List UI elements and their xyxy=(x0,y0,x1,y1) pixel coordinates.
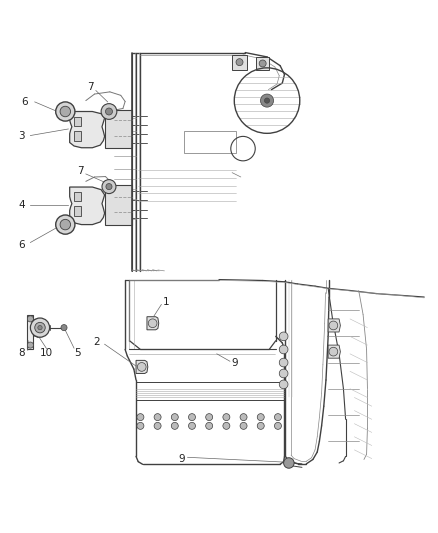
Text: 7: 7 xyxy=(87,82,93,92)
Circle shape xyxy=(30,318,49,337)
Circle shape xyxy=(284,458,294,468)
Circle shape xyxy=(279,358,288,367)
Polygon shape xyxy=(328,345,340,358)
Polygon shape xyxy=(105,185,132,224)
Circle shape xyxy=(257,414,264,421)
Polygon shape xyxy=(74,117,81,126)
Polygon shape xyxy=(147,317,159,330)
Polygon shape xyxy=(74,192,81,201)
Circle shape xyxy=(61,325,67,330)
Text: 8: 8 xyxy=(18,348,25,358)
Circle shape xyxy=(148,319,157,328)
Circle shape xyxy=(279,380,288,389)
Circle shape xyxy=(261,94,274,107)
Circle shape xyxy=(35,322,45,333)
Circle shape xyxy=(188,422,195,430)
Circle shape xyxy=(279,369,288,378)
Circle shape xyxy=(60,106,71,117)
Circle shape xyxy=(259,60,266,67)
Polygon shape xyxy=(328,319,340,332)
Circle shape xyxy=(154,414,161,421)
Circle shape xyxy=(102,180,116,193)
Polygon shape xyxy=(33,319,43,337)
Circle shape xyxy=(27,342,33,348)
Text: 9: 9 xyxy=(231,358,237,368)
Text: 9: 9 xyxy=(179,455,185,464)
Circle shape xyxy=(275,414,282,421)
Circle shape xyxy=(137,414,144,421)
Circle shape xyxy=(275,422,282,430)
Text: 2: 2 xyxy=(93,337,100,346)
Circle shape xyxy=(279,345,288,354)
Circle shape xyxy=(171,414,178,421)
Polygon shape xyxy=(256,57,269,70)
Circle shape xyxy=(138,362,146,372)
Text: 10: 10 xyxy=(40,348,53,358)
Circle shape xyxy=(265,98,270,103)
Circle shape xyxy=(56,215,75,234)
Circle shape xyxy=(171,422,178,430)
Circle shape xyxy=(56,102,75,121)
Text: 3: 3 xyxy=(18,131,25,141)
Circle shape xyxy=(257,422,264,430)
Polygon shape xyxy=(74,131,81,141)
Circle shape xyxy=(154,422,161,430)
Circle shape xyxy=(329,321,338,330)
Polygon shape xyxy=(27,314,33,350)
Text: 4: 4 xyxy=(18,200,25,211)
Circle shape xyxy=(106,183,112,190)
Polygon shape xyxy=(105,110,132,148)
Polygon shape xyxy=(74,206,81,216)
Polygon shape xyxy=(70,111,105,148)
Polygon shape xyxy=(232,55,247,70)
Polygon shape xyxy=(70,187,105,224)
Text: 7: 7 xyxy=(77,166,84,176)
Circle shape xyxy=(206,414,213,421)
Polygon shape xyxy=(136,360,148,374)
Circle shape xyxy=(279,332,288,341)
Circle shape xyxy=(101,103,117,119)
Circle shape xyxy=(60,220,71,230)
Circle shape xyxy=(27,316,33,322)
Circle shape xyxy=(236,59,243,66)
Circle shape xyxy=(106,108,113,115)
Circle shape xyxy=(188,414,195,421)
Circle shape xyxy=(240,422,247,430)
Circle shape xyxy=(223,414,230,421)
Circle shape xyxy=(206,422,213,430)
Circle shape xyxy=(223,422,230,430)
Circle shape xyxy=(38,326,42,330)
Text: 6: 6 xyxy=(21,97,28,107)
Text: 1: 1 xyxy=(162,297,169,308)
Text: 5: 5 xyxy=(74,348,81,358)
Circle shape xyxy=(137,422,144,430)
Circle shape xyxy=(240,414,247,421)
Circle shape xyxy=(329,348,338,356)
Text: 6: 6 xyxy=(18,240,25,249)
